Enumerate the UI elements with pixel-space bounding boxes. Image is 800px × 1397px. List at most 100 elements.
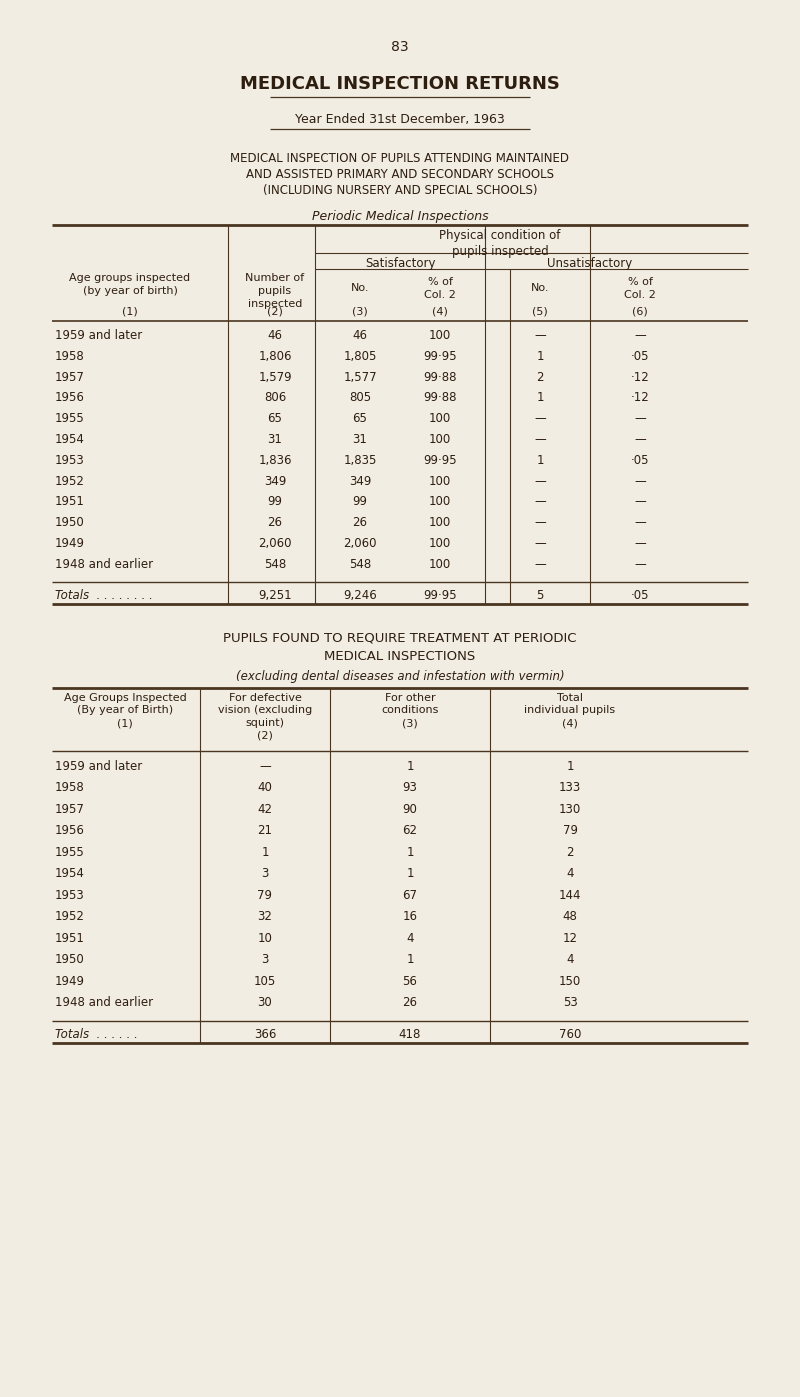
Text: 48: 48 bbox=[562, 909, 578, 923]
Text: 31: 31 bbox=[267, 433, 282, 446]
Text: 99: 99 bbox=[353, 496, 367, 509]
Text: MEDICAL INSPECTION RETURNS: MEDICAL INSPECTION RETURNS bbox=[240, 75, 560, 94]
Text: 26: 26 bbox=[353, 517, 367, 529]
Text: ·05: ·05 bbox=[630, 588, 650, 602]
Text: —: — bbox=[634, 496, 646, 509]
Text: 1948 and earlier: 1948 and earlier bbox=[55, 557, 153, 571]
Text: 2,060: 2,060 bbox=[343, 536, 377, 550]
Text: —: — bbox=[634, 433, 646, 446]
Text: % of
Col. 2: % of Col. 2 bbox=[424, 277, 456, 300]
Text: ·12: ·12 bbox=[630, 391, 650, 404]
Text: 1957: 1957 bbox=[55, 370, 85, 384]
Text: —: — bbox=[534, 557, 546, 571]
Text: 21: 21 bbox=[258, 824, 273, 837]
Text: % of
Col. 2: % of Col. 2 bbox=[624, 277, 656, 300]
Text: 42: 42 bbox=[258, 803, 273, 816]
Text: 100: 100 bbox=[429, 330, 451, 342]
Text: 100: 100 bbox=[429, 496, 451, 509]
Text: PUPILS FOUND TO REQUIRE TREATMENT AT PERIODIC: PUPILS FOUND TO REQUIRE TREATMENT AT PER… bbox=[223, 631, 577, 644]
Text: 1951: 1951 bbox=[55, 932, 85, 944]
Text: 133: 133 bbox=[559, 781, 581, 793]
Text: 83: 83 bbox=[391, 41, 409, 54]
Text: 1958: 1958 bbox=[55, 349, 85, 363]
Text: 79: 79 bbox=[258, 888, 273, 901]
Text: 1,577: 1,577 bbox=[343, 370, 377, 384]
Text: 1952: 1952 bbox=[55, 475, 85, 488]
Text: ·05: ·05 bbox=[630, 349, 650, 363]
Text: 1959 and later: 1959 and later bbox=[55, 760, 142, 773]
Text: 1958: 1958 bbox=[55, 781, 85, 793]
Text: 349: 349 bbox=[349, 475, 371, 488]
Text: —: — bbox=[634, 536, 646, 550]
Text: (5): (5) bbox=[532, 307, 548, 317]
Text: (3): (3) bbox=[352, 307, 368, 317]
Text: 2: 2 bbox=[536, 370, 544, 384]
Text: —: — bbox=[634, 412, 646, 425]
Text: —: — bbox=[534, 496, 546, 509]
Text: 349: 349 bbox=[264, 475, 286, 488]
Text: 56: 56 bbox=[402, 975, 418, 988]
Text: 62: 62 bbox=[402, 824, 418, 837]
Text: Totals  . . . . . .: Totals . . . . . . bbox=[55, 1028, 138, 1041]
Text: 10: 10 bbox=[258, 932, 273, 944]
Text: 65: 65 bbox=[267, 412, 282, 425]
Text: Satisfactory: Satisfactory bbox=[365, 257, 435, 270]
Text: 3: 3 bbox=[262, 953, 269, 967]
Text: No.: No. bbox=[350, 284, 370, 293]
Text: 1950: 1950 bbox=[55, 517, 85, 529]
Text: 150: 150 bbox=[559, 975, 581, 988]
Text: (excluding dental diseases and infestation with vermin): (excluding dental diseases and infestati… bbox=[236, 669, 564, 683]
Text: 67: 67 bbox=[402, 888, 418, 901]
Text: 1948 and earlier: 1948 and earlier bbox=[55, 996, 153, 1009]
Text: 806: 806 bbox=[264, 391, 286, 404]
Text: 1953: 1953 bbox=[55, 888, 85, 901]
Text: Unsatisfactory: Unsatisfactory bbox=[547, 257, 633, 270]
Text: (4): (4) bbox=[432, 307, 448, 317]
Text: 4: 4 bbox=[566, 953, 574, 967]
Text: 100: 100 bbox=[429, 475, 451, 488]
Text: Number of
pupils
inspected: Number of pupils inspected bbox=[246, 272, 305, 309]
Text: 144: 144 bbox=[558, 888, 582, 901]
Text: For other
conditions
(3): For other conditions (3) bbox=[382, 693, 438, 728]
Text: 1956: 1956 bbox=[55, 824, 85, 837]
Text: 99·88: 99·88 bbox=[423, 370, 457, 384]
Text: 1,836: 1,836 bbox=[258, 454, 292, 467]
Text: 418: 418 bbox=[399, 1028, 421, 1041]
Text: 1954: 1954 bbox=[55, 868, 85, 880]
Text: 1955: 1955 bbox=[55, 412, 85, 425]
Text: 1: 1 bbox=[406, 845, 414, 859]
Text: 105: 105 bbox=[254, 975, 276, 988]
Text: ·12: ·12 bbox=[630, 370, 650, 384]
Text: (INCLUDING NURSERY AND SPECIAL SCHOOLS): (INCLUDING NURSERY AND SPECIAL SCHOOLS) bbox=[262, 184, 538, 197]
Text: 1954: 1954 bbox=[55, 433, 85, 446]
Text: MEDICAL INSPECTIONS: MEDICAL INSPECTIONS bbox=[324, 650, 476, 662]
Text: 99·88: 99·88 bbox=[423, 391, 457, 404]
Text: ·05: ·05 bbox=[630, 454, 650, 467]
Text: 1949: 1949 bbox=[55, 536, 85, 550]
Text: Physical condition of
pupils inspected: Physical condition of pupils inspected bbox=[439, 229, 561, 258]
Text: 2,060: 2,060 bbox=[258, 536, 292, 550]
Text: MEDICAL INSPECTION OF PUPILS ATTENDING MAINTAINED: MEDICAL INSPECTION OF PUPILS ATTENDING M… bbox=[230, 152, 570, 165]
Text: 1: 1 bbox=[262, 845, 269, 859]
Text: 1: 1 bbox=[566, 760, 574, 773]
Text: 1956: 1956 bbox=[55, 391, 85, 404]
Text: —: — bbox=[634, 557, 646, 571]
Text: —: — bbox=[534, 517, 546, 529]
Text: 46: 46 bbox=[267, 330, 282, 342]
Text: —: — bbox=[534, 330, 546, 342]
Text: 1955: 1955 bbox=[55, 845, 85, 859]
Text: 3: 3 bbox=[262, 868, 269, 880]
Text: —: — bbox=[534, 433, 546, 446]
Text: Age Groups Inspected
(By year of Birth)
(1): Age Groups Inspected (By year of Birth) … bbox=[64, 693, 186, 728]
Text: 53: 53 bbox=[562, 996, 578, 1009]
Text: —: — bbox=[634, 330, 646, 342]
Text: 1953: 1953 bbox=[55, 454, 85, 467]
Text: 1: 1 bbox=[406, 953, 414, 967]
Text: 30: 30 bbox=[258, 996, 272, 1009]
Text: 1,806: 1,806 bbox=[258, 349, 292, 363]
Text: 1950: 1950 bbox=[55, 953, 85, 967]
Text: Periodic Medical Inspections: Periodic Medical Inspections bbox=[312, 210, 488, 224]
Text: 46: 46 bbox=[353, 330, 367, 342]
Text: 548: 548 bbox=[349, 557, 371, 571]
Text: 65: 65 bbox=[353, 412, 367, 425]
